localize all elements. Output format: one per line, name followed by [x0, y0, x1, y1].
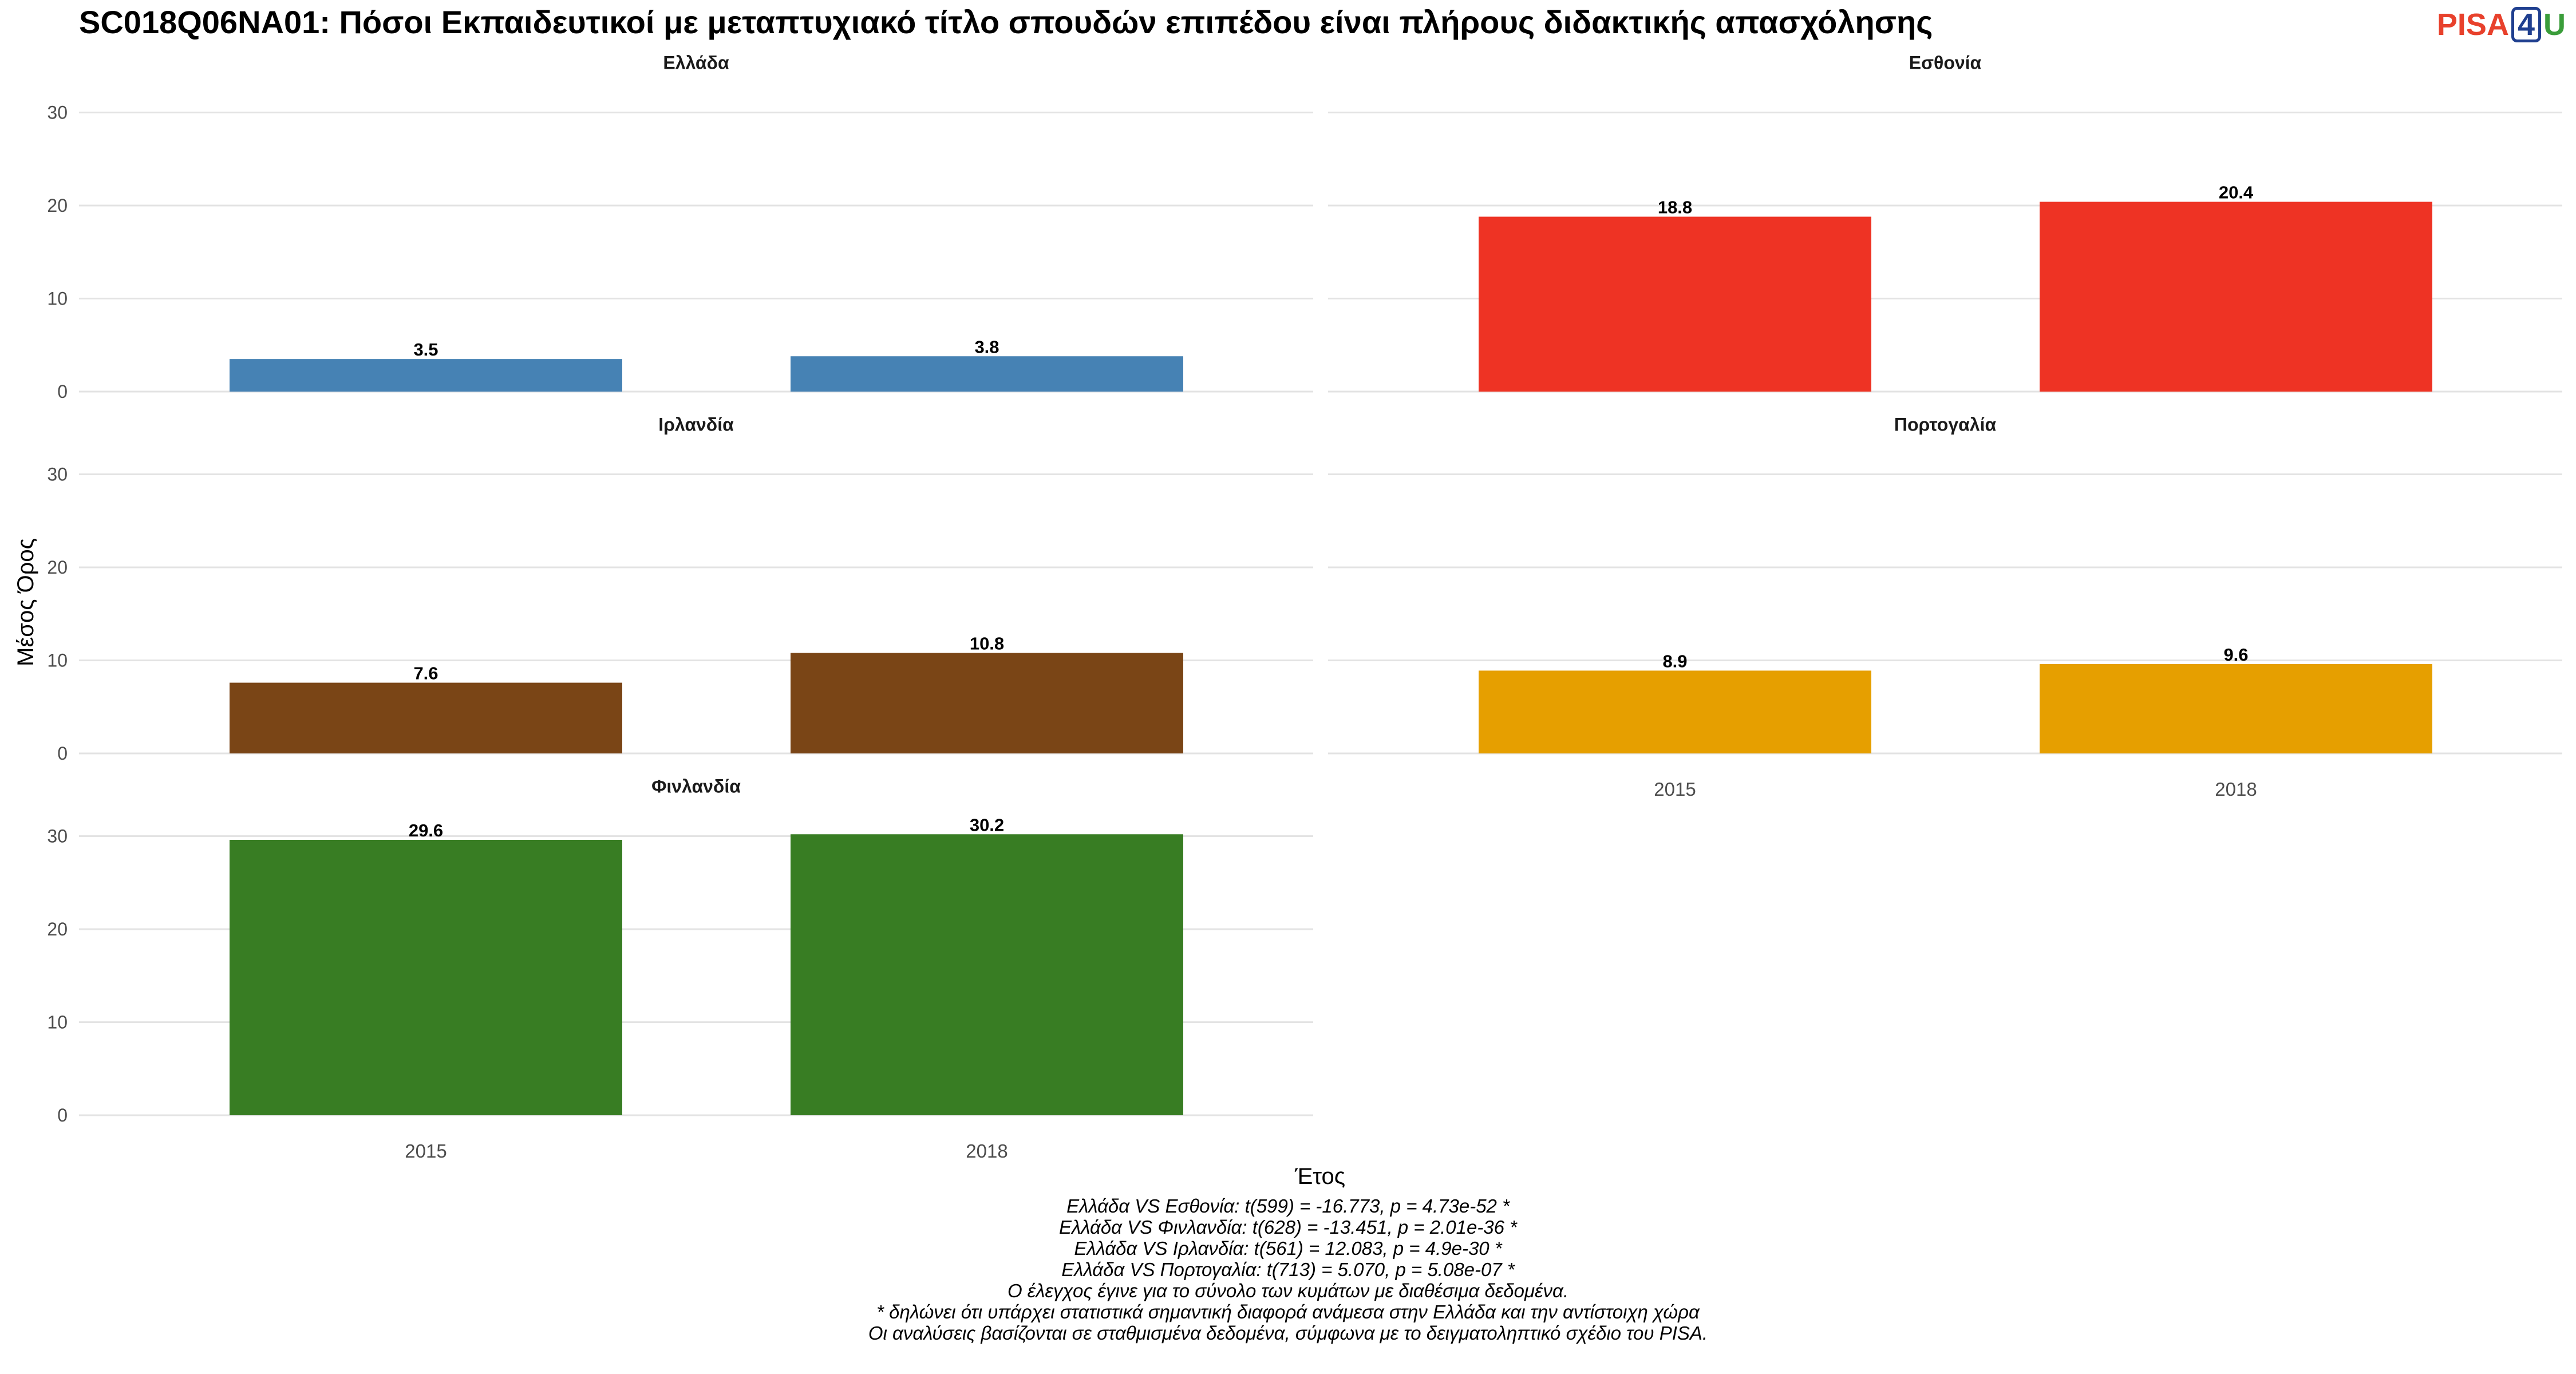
x-tick-label: 2018: [966, 1140, 1008, 1162]
bar-2015: [230, 359, 622, 392]
x-tick-label: 2018: [2215, 779, 2257, 800]
note-line: * δηλώνει ότι υπάρχει στατιστικά σημαντι…: [876, 1301, 1700, 1322]
bar-value-label: 18.8: [1658, 198, 1692, 218]
faceted-bar-chart: Ελλάδα 0 10 20 30 3.5 3.8 Εσθονία 18.8 20.4 Ιρλανδ…: [13, 52, 2562, 1189]
note-line: Ελλάδα VS Πορτογαλία: t(713) = 5.070, p …: [1061, 1259, 1515, 1280]
y-tick-label: 20: [47, 195, 68, 216]
bar-2018: [791, 834, 1183, 1115]
note-line: Ελλάδα VS Φινλανδία: t(628) = -13.451, p…: [1058, 1217, 1518, 1238]
note-line: Ο έλεγχος έγινε για το σύνολο των κυμάτω…: [1007, 1280, 1569, 1301]
note-line: Οι αναλύσεις βασίζονται σε σταθμισμένα δ…: [868, 1322, 1708, 1344]
logo-text-u: U: [2543, 7, 2566, 42]
bar-value-label: 29.6: [409, 820, 443, 840]
panel-title: Πορτογαλία: [1894, 414, 1997, 435]
y-tick-label: 20: [47, 919, 68, 939]
bar-value-label: 3.5: [413, 339, 438, 360]
y-axis-title: Μέσος Όρος: [13, 538, 38, 666]
x-tick-label: 2015: [405, 1140, 447, 1162]
y-tick-label: 10: [47, 289, 68, 309]
panel-title: Φινλανδία: [651, 776, 741, 796]
bar-value-label: 3.8: [974, 337, 999, 357]
note-line: Ελλάδα VS Εσθονία: t(599) = -16.773, p =…: [1066, 1195, 1510, 1217]
y-tick-label: 30: [47, 464, 68, 485]
chart-title: SC018Q06NA01: Πόσοι Εκπαιδευτικοί με μετ…: [79, 4, 1933, 40]
pisa4u-logo: PISA 4 U: [2437, 7, 2566, 42]
bar-2018: [791, 356, 1183, 392]
x-axis-title: Έτος: [1294, 1164, 1345, 1189]
bar-2015: [230, 682, 622, 753]
panel-title: Ιρλανδία: [658, 414, 734, 435]
y-tick-label: 30: [47, 826, 68, 847]
logo-text-pisa: PISA: [2436, 7, 2509, 42]
bar-value-label: 30.2: [970, 815, 1004, 835]
bar-value-label: 9.6: [2223, 645, 2248, 665]
bar-2015: [1479, 670, 1871, 753]
bar-value-label: 10.8: [970, 634, 1004, 654]
y-tick-label: 0: [57, 1105, 68, 1126]
bar-2018: [791, 653, 1183, 753]
y-tick-label: 30: [47, 102, 68, 123]
x-tick-label: 2015: [1654, 779, 1696, 800]
y-tick-label: 0: [57, 743, 68, 764]
y-tick-label: 0: [57, 381, 68, 402]
bar-2018: [2040, 664, 2432, 753]
panel-title: Ελλάδα: [663, 52, 729, 73]
bar-2015: [230, 840, 622, 1115]
y-tick-label: 10: [47, 650, 68, 671]
statistical-notes: Ελλάδα VS Εσθονία: t(599) = -16.773, p =…: [0, 1195, 2576, 1344]
note-line: Ελλάδα VS Ιρλανδία: t(561) = 12.083, p =…: [1074, 1238, 1502, 1259]
y-tick-label: 10: [47, 1012, 68, 1033]
bar-value-label: 20.4: [2219, 183, 2254, 203]
logo-text-four: 4: [2511, 7, 2541, 42]
bar-value-label: 7.6: [413, 664, 438, 684]
panel-title: Εσθονία: [1909, 52, 1982, 73]
bar-2015: [1479, 216, 1871, 392]
bar-2018: [2040, 202, 2432, 392]
y-tick-label: 20: [47, 557, 68, 578]
bar-value-label: 8.9: [1662, 651, 1687, 671]
